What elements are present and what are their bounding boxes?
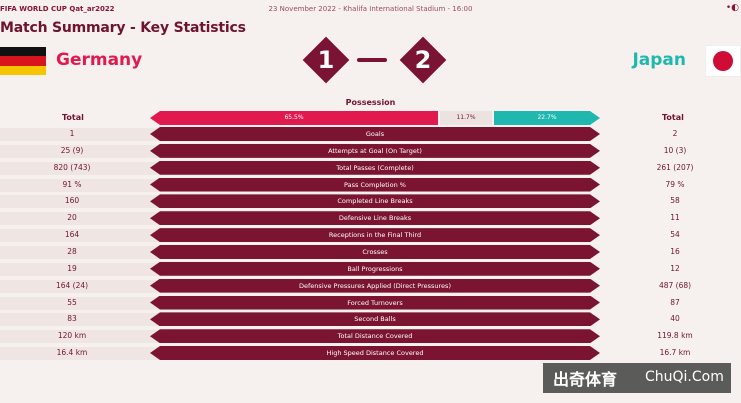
germany-flag-icon xyxy=(0,47,46,75)
stat-label: Ball Progressions xyxy=(347,264,403,273)
table-row: 19 Ball Progressions 12 xyxy=(0,261,741,277)
home-stat-value: 55 xyxy=(67,297,77,307)
home-stat-value: 820 (743) xyxy=(53,162,91,172)
possession-bar: 65.5% 11.7% 22.7% xyxy=(150,111,600,125)
stat-label: Defensive Line Breaks xyxy=(338,214,412,223)
stat-bar: Second Balls xyxy=(150,312,600,327)
home-stat-value: 83 xyxy=(67,314,77,324)
stat-bar: Attempts at Goal (On Target) xyxy=(150,143,600,158)
stat-label: Completed Line Breaks xyxy=(337,197,413,206)
menu-icon[interactable]: •◐ xyxy=(725,3,739,13)
stat-bar: Forced Turnovers xyxy=(150,295,600,310)
away-stat-value: 16 xyxy=(670,246,680,256)
away-stat-value: 12 xyxy=(670,263,680,273)
home-stat-value: 19 xyxy=(67,263,77,273)
stat-label: Crosses xyxy=(362,247,388,256)
home-stat-value: 25 (9) xyxy=(60,145,84,155)
table-row: 820 (743) Total Passes (Complete) 261 (207… xyxy=(0,160,741,176)
away-stat-value: 2 xyxy=(672,129,678,138)
home-stat-value: 20 xyxy=(67,213,77,223)
stat-label: Attempts at Goal (On Target) xyxy=(328,146,422,155)
stat-bar: Completed Line Breaks xyxy=(150,194,600,209)
away-stat-value: 58 xyxy=(670,196,680,206)
table-row: 1 Goals 2 xyxy=(0,126,741,142)
possession-away-segment: 22.7% xyxy=(494,111,600,125)
stat-bar: Receptions in the Final Third xyxy=(150,228,600,243)
home-stat-value: 16.4 km xyxy=(56,348,88,358)
home-team-name: Germany xyxy=(56,50,143,70)
away-stat-value: 487 (68) xyxy=(658,280,692,290)
table-row: 83 Second Balls 40 xyxy=(0,311,741,327)
japan-flag-icon xyxy=(705,45,741,77)
stat-label: Receptions in the Final Third xyxy=(328,231,422,240)
home-stat-value: 164 xyxy=(64,230,80,240)
watermark-chinese: 出奇体育 xyxy=(553,370,618,389)
home-stat-value: 1 xyxy=(69,129,75,138)
possession-label: Possession xyxy=(345,98,396,107)
stat-bar: Defensive Pressures Applied (Direct Pres… xyxy=(150,278,600,293)
away-stat-value: 11 xyxy=(670,213,680,223)
home-stat-value: 28 xyxy=(67,246,77,256)
table-row: 55 Forced Turnovers 87 xyxy=(0,295,741,311)
home-score-value: 1 xyxy=(317,46,335,74)
stat-label: Goals xyxy=(365,130,385,138)
stat-bar: Goals xyxy=(150,127,600,141)
home-stat-value: 160 xyxy=(64,196,80,206)
stat-label: Total Distance Covered xyxy=(337,332,413,341)
away-stat-value: 87 xyxy=(670,297,680,307)
top-bar: FIFA WORLD CUP Qat_ar2022 23 November 20… xyxy=(0,0,741,18)
tournament-brand: FIFA WORLD CUP Qat_ar2022 xyxy=(0,5,115,13)
stat-bar: Ball Progressions xyxy=(150,261,600,276)
table-row: 120 km Total Distance Covered 119.8 km xyxy=(0,328,741,344)
possession-contest-segment: 11.7% xyxy=(440,111,492,125)
away-column-header: Total xyxy=(662,113,684,122)
home-column-header: Total xyxy=(62,113,84,122)
stat-label: Total Passes (Complete) xyxy=(336,163,414,172)
table-row: 160 Completed Line Breaks 58 xyxy=(0,193,741,209)
table-row: 25 (9) Attempts at Goal (On Target) 10 (3) xyxy=(0,143,741,159)
score-separator xyxy=(357,58,387,62)
away-stat-value: 119.8 km xyxy=(657,331,693,341)
away-stat-value: 54 xyxy=(670,230,680,240)
away-stat-value: 16.7 km xyxy=(659,348,691,358)
stat-bar: High Speed Distance Covered xyxy=(150,346,600,361)
home-stat-value: 91 % xyxy=(62,179,82,189)
stat-bar: Defensive Line Breaks xyxy=(150,211,600,226)
possession-home-value: 65.5% xyxy=(284,114,304,121)
table-row: 20 Defensive Line Breaks 11 xyxy=(0,210,741,226)
watermark-latin: ChuQi.Com xyxy=(645,369,724,385)
page-title: Match Summary - Key Statistics xyxy=(0,20,246,36)
stat-label: Second Balls xyxy=(354,315,396,324)
away-stat-value: 40 xyxy=(670,314,680,324)
stat-label: Forced Turnovers xyxy=(347,298,403,307)
possession-home-segment: 65.5% xyxy=(150,111,438,125)
table-row: 16.4 km High Speed Distance Covered 16.7 k… xyxy=(0,345,741,361)
away-score: 2 xyxy=(399,36,447,84)
watermark: 出奇体育 ChuQi.Com xyxy=(543,363,731,393)
stat-label: Pass Completion % xyxy=(344,180,406,189)
away-score-value: 2 xyxy=(414,46,432,74)
away-stat-value: 261 (207) xyxy=(656,162,694,172)
possession-contest-value: 11.7% xyxy=(456,114,476,121)
stat-bar: Pass Completion % xyxy=(150,177,600,192)
stat-bar: Total Distance Covered xyxy=(150,329,600,344)
home-stat-value: 120 km xyxy=(57,331,87,341)
home-stat-value: 164 (24) xyxy=(55,280,89,290)
stat-bar: Total Passes (Complete) xyxy=(150,160,600,175)
stat-label: High Speed Distance Covered xyxy=(326,349,424,358)
table-row: 28 Crosses 16 xyxy=(0,244,741,260)
stat-bar: Crosses xyxy=(150,244,600,259)
home-score: 1 xyxy=(302,36,350,84)
possession-away-value: 22.7% xyxy=(537,114,557,121)
away-stat-value: 79 % xyxy=(665,179,685,189)
table-row: 91 % Pass Completion % 79 % xyxy=(0,177,741,193)
table-row: 164 Receptions in the Final Third 54 xyxy=(0,227,741,243)
table-row: 164 (24) Defensive Pressures Applied (Dir… xyxy=(0,278,741,294)
stat-label: Defensive Pressures Applied (Direct Pres… xyxy=(299,281,451,290)
match-info: 23 November 2022 - Khalifa International… xyxy=(268,5,473,13)
away-stat-value: 10 (3) xyxy=(663,145,687,155)
away-team-name: Japan xyxy=(632,50,686,70)
